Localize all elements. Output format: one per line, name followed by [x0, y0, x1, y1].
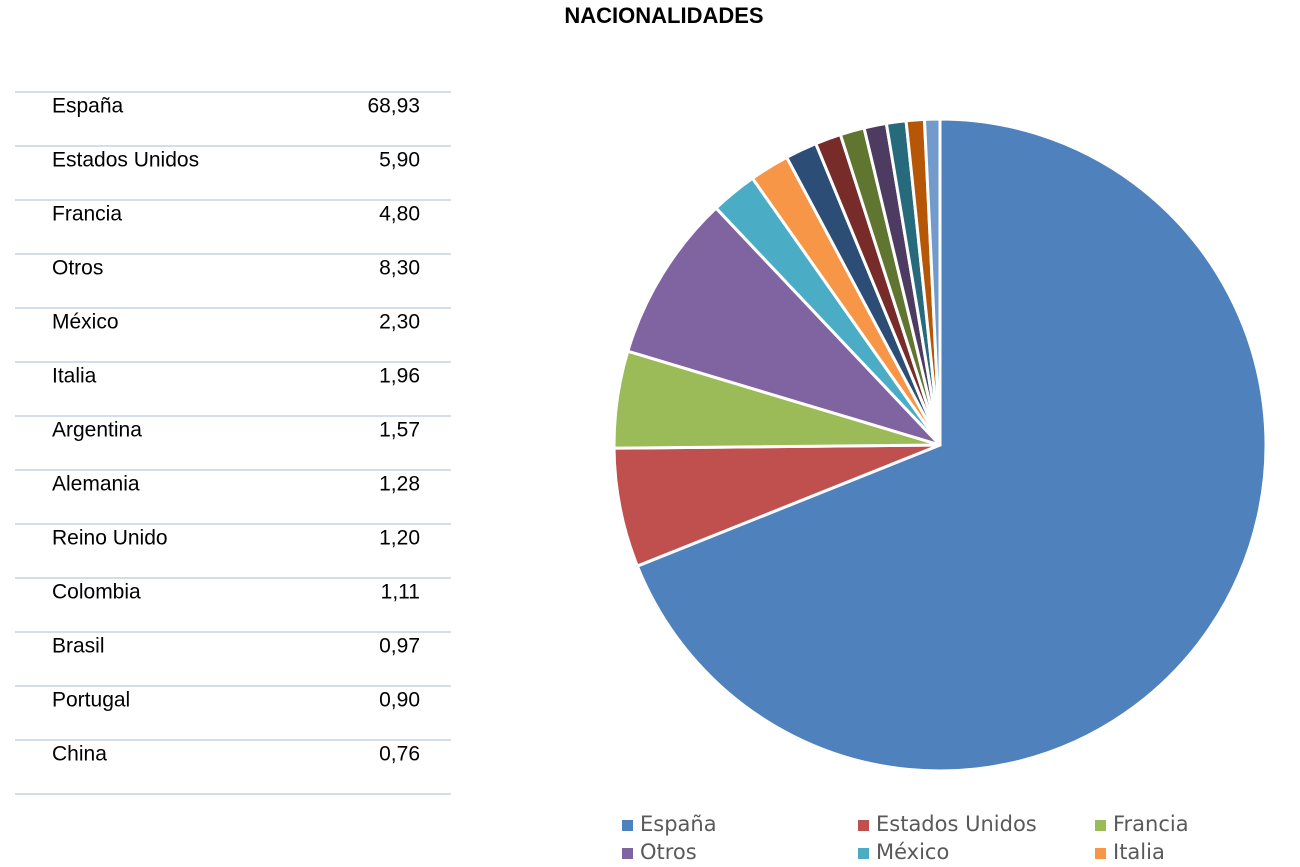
- table-value: 68,93: [367, 95, 420, 118]
- table-name: China: [52, 743, 107, 766]
- legend-swatch: [1095, 820, 1106, 831]
- table-value: 2,30: [379, 311, 420, 334]
- table-value: 1,57: [379, 419, 420, 442]
- legend-swatch: [858, 820, 869, 831]
- legend-label: Estados Unidos: [876, 812, 1037, 836]
- table-name: México: [52, 311, 119, 334]
- table-name: Otros: [52, 257, 103, 280]
- legend-label: Italia: [1113, 840, 1165, 864]
- legend-label: Francia: [1113, 812, 1189, 836]
- table-name: Francia: [52, 203, 122, 226]
- legend-swatch: [1095, 848, 1106, 859]
- table-value: 0,90: [379, 689, 420, 712]
- pie-slice: [635, 117, 1268, 773]
- legend-swatch: [858, 848, 869, 859]
- table-name: Estados Unidos: [52, 149, 199, 172]
- legend-label: Otros: [640, 840, 697, 864]
- table-value: 0,97: [379, 635, 420, 658]
- table-value: 0,76: [379, 743, 420, 766]
- chart-title: NACIONALIDADES: [564, 3, 763, 28]
- table-value: 1,96: [379, 365, 420, 388]
- legend-label: México: [876, 840, 949, 864]
- legend-swatch: [622, 848, 633, 859]
- pie-slice: [922, 117, 942, 447]
- pie-slice: [612, 443, 942, 568]
- table-name: Alemania: [52, 473, 140, 496]
- table-name: Reino Unido: [52, 527, 168, 550]
- table-value: 1,11: [381, 581, 420, 604]
- table-value: 1,28: [379, 473, 420, 496]
- table-name: Argentina: [52, 419, 142, 442]
- table-value: 8,30: [379, 257, 420, 280]
- pie-slice: [626, 206, 942, 447]
- legend-label: España: [640, 812, 717, 836]
- table-value: 5,90: [379, 149, 420, 172]
- table-name: Italia: [52, 365, 97, 388]
- table-value: 4,80: [379, 203, 420, 226]
- table-name: Portugal: [52, 689, 130, 712]
- table-value: 1,20: [379, 527, 420, 550]
- table-name: Brasil: [52, 635, 105, 658]
- table-name: Colombia: [52, 581, 141, 604]
- legend-swatch: [622, 820, 633, 831]
- table-name: España: [52, 95, 124, 118]
